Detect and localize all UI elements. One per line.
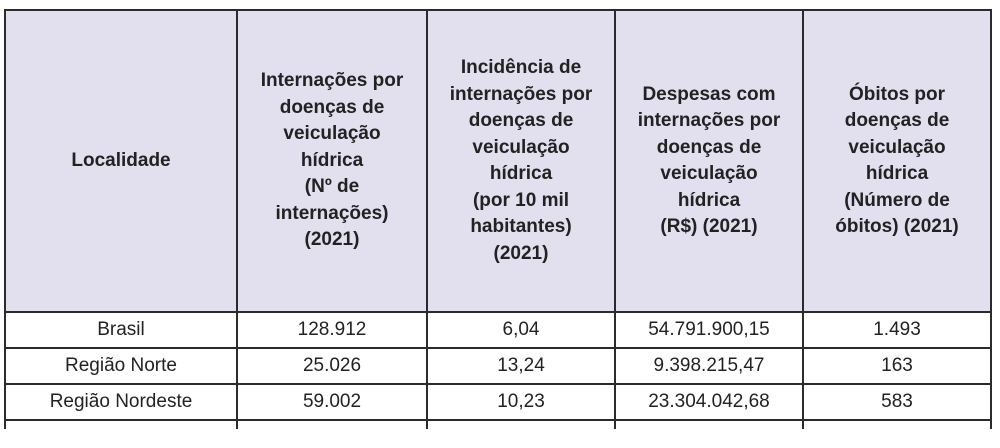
cell-despesas: 23.304.042,68: [614, 383, 804, 421]
header-localidade: Localidade: [4, 9, 238, 313]
cell-localidade: Região Norte: [4, 347, 238, 385]
cell-internacoes: 59.002: [236, 383, 428, 421]
table-row-regiao-nordeste: Região Nordeste 59.002 10,23 23.304.042,…: [4, 383, 992, 421]
table-row-cutoff: [4, 419, 992, 429]
cell-incidencia: 10,23: [426, 383, 616, 421]
cell-obitos: 583: [802, 383, 992, 421]
table-row-brasil: Brasil 128.912 6,04 54.791.900,15 1.493: [4, 311, 992, 349]
header-row: Localidade Internações por doenças de ve…: [4, 9, 992, 313]
header-internacoes: Internações por doenças de veiculação hí…: [236, 9, 428, 313]
cell-obitos: 163: [802, 347, 992, 385]
header-obitos: Óbitos por doenças de veiculação hídrica…: [802, 9, 992, 313]
cell-localidade: Região Nordeste: [4, 383, 238, 421]
header-incidencia: Incidência de internações por doenças de…: [426, 9, 616, 313]
cell-despesas: 9.398.215,47: [614, 347, 804, 385]
cell-internacoes: 25.026: [236, 347, 428, 385]
cell-localidade: Brasil: [4, 311, 238, 349]
cell-incidencia: 13,24: [426, 347, 616, 385]
data-table: Localidade Internações por doenças de ve…: [4, 9, 992, 429]
cell-obitos: 1.493: [802, 311, 992, 349]
cell-internacoes: 128.912: [236, 311, 428, 349]
table-row-regiao-norte: Região Norte 25.026 13,24 9.398.215,47 1…: [4, 347, 992, 385]
cell-incidencia: 6,04: [426, 311, 616, 349]
header-despesas: Despesas com internações por doenças de …: [614, 9, 804, 313]
cell-despesas: 54.791.900,15: [614, 311, 804, 349]
